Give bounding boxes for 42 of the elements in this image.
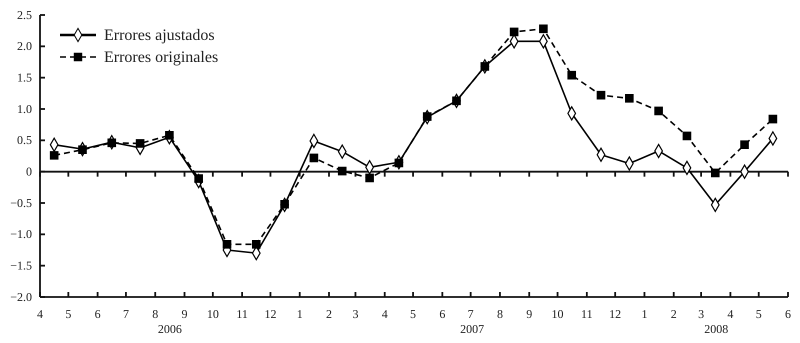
- y-tick-label: 0.5: [17, 133, 32, 148]
- x-tick-label: 9: [526, 307, 532, 322]
- x-tick-label: 1: [296, 307, 303, 322]
- x-tick-label: 6: [785, 307, 791, 322]
- x-tick-label: 10: [206, 307, 219, 322]
- text: 2006: [158, 322, 182, 336]
- x-tick-label: 9: [182, 307, 188, 322]
- x-tick-label: 6: [94, 307, 101, 322]
- x-tick-label: 10: [552, 307, 564, 322]
- x-tick-label: 4: [727, 307, 734, 322]
- y-tick-label: 1.5: [17, 70, 32, 85]
- x-tick-label: 2: [326, 307, 332, 322]
- x-tick-label: 4: [382, 307, 388, 322]
- y-tick-label: −1.0: [10, 227, 32, 242]
- y-tick-label: 2.5: [17, 8, 32, 22]
- y-tick-label: 1.0: [17, 102, 32, 116]
- y-tick-label: 0: [26, 164, 32, 179]
- y-tick-label: −1.5: [10, 258, 32, 273]
- y-tick-label: −2.0: [10, 290, 32, 304]
- x-tick-label: 12: [609, 307, 622, 322]
- text: 2008: [704, 322, 728, 336]
- x-tick-label: 11: [581, 307, 593, 322]
- x-tick-label: 5: [410, 307, 416, 322]
- legend-label: Errores ajustados: [104, 27, 215, 44]
- x-tick-label: 12: [264, 307, 276, 322]
- x-tick-label: 7: [468, 307, 474, 322]
- x-tick-label: 5: [756, 307, 762, 322]
- x-tick-label: 7: [122, 307, 129, 322]
- y-tick-label: 2.0: [17, 39, 32, 54]
- x-tick-label: 8: [152, 307, 158, 322]
- x-tick-label: 1: [641, 307, 648, 322]
- y-tick-label: −0.5: [10, 196, 32, 210]
- x-tick-label: 2: [670, 307, 677, 322]
- x-tick-label: 8: [496, 307, 503, 322]
- x-tick-label: 3: [698, 307, 704, 322]
- legend-label: Errores originales: [104, 49, 218, 66]
- x-tick-label: 11: [236, 307, 248, 322]
- text: 2007: [460, 322, 484, 336]
- x-tick-label: 6: [439, 307, 446, 322]
- x-tick-label: 3: [352, 307, 358, 322]
- x-tick-label: 5: [65, 307, 72, 322]
- x-tick-label: 4: [37, 307, 43, 322]
